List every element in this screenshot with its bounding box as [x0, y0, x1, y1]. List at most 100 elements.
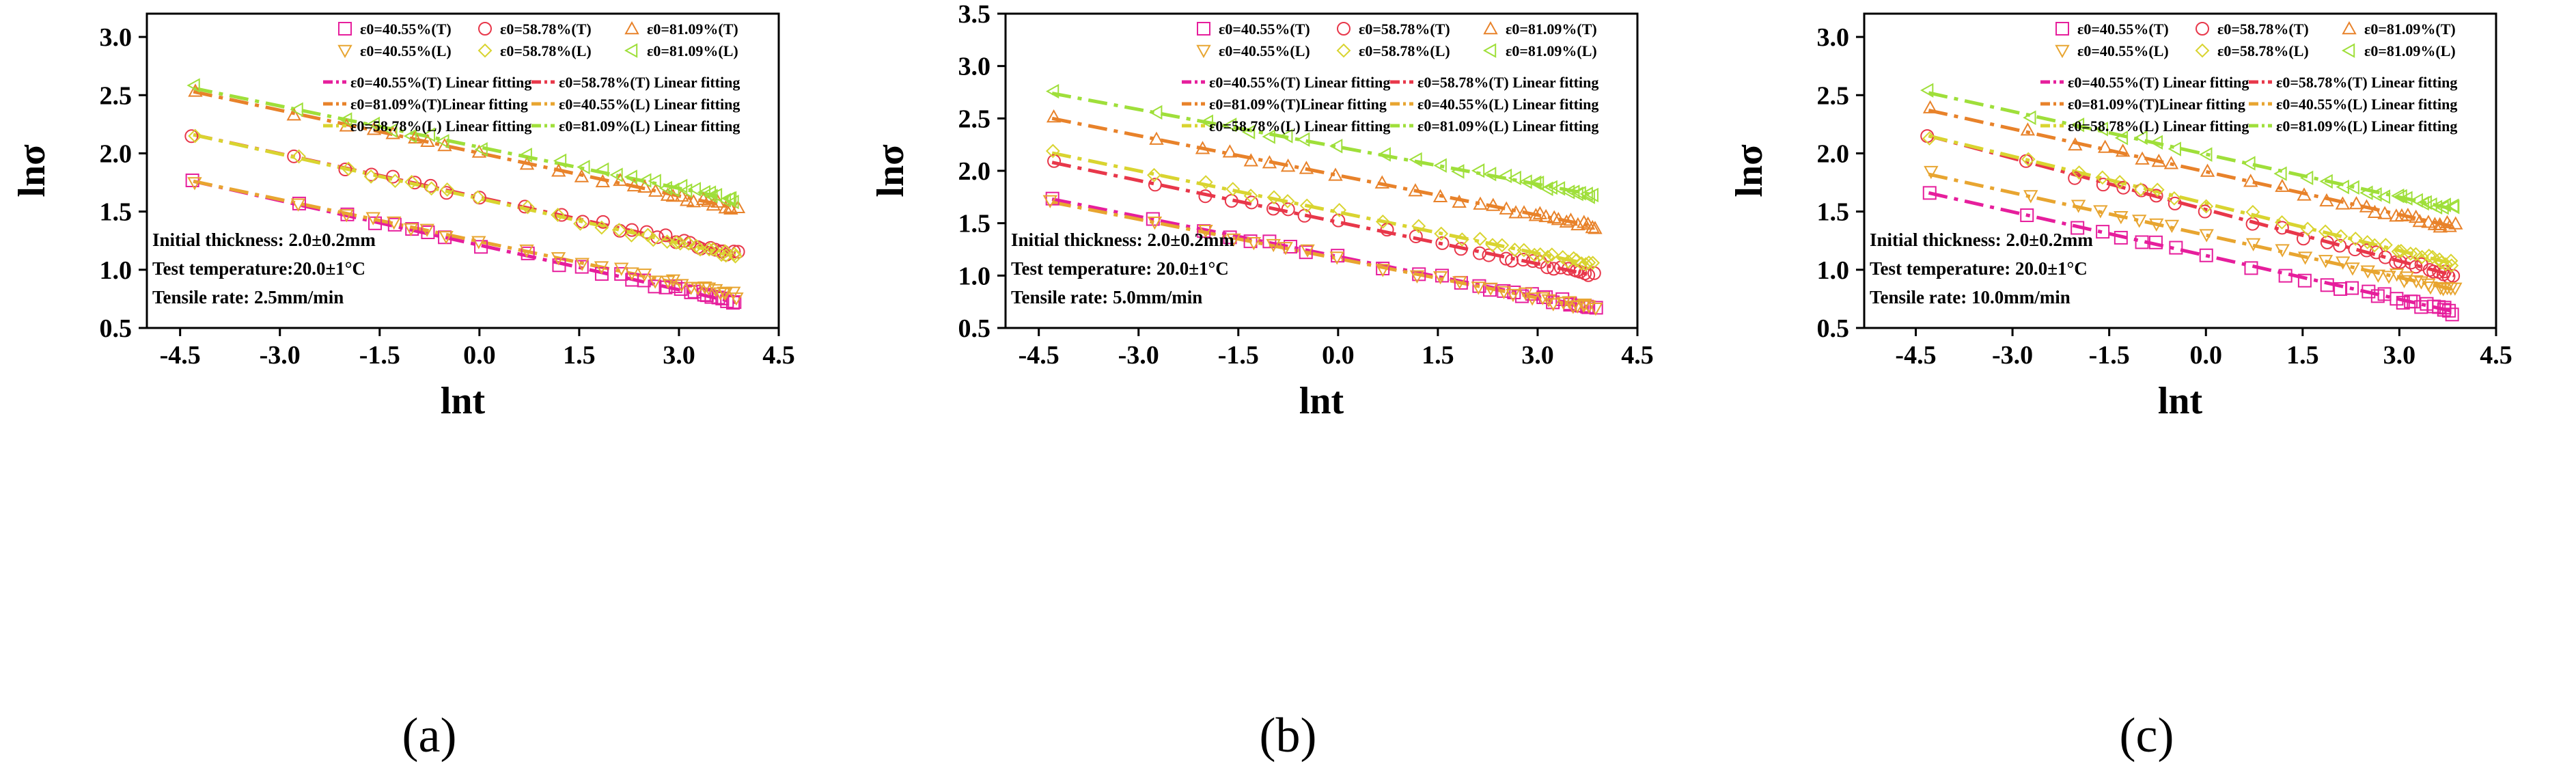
- y-tick-label: 2.0: [100, 139, 133, 168]
- data-point: [706, 242, 721, 257]
- annotation-line: Initial thickness: 2.0±0.2mm: [152, 230, 376, 250]
- plot-frame: [1863, 12, 2497, 329]
- data-point: [2096, 178, 2110, 192]
- data-point: [2163, 156, 2179, 169]
- data-point: [1579, 257, 1593, 272]
- legend-label: ε0=58.78%(T): [500, 20, 592, 38]
- data-point: [408, 176, 422, 190]
- x-tick-label: -1.5: [2089, 341, 2130, 370]
- data-point: [2345, 262, 2360, 276]
- legend-label: ε0=81.09%(L) Linear fitting: [1417, 118, 1598, 135]
- data-point: [2438, 257, 2453, 272]
- data-point: [292, 149, 307, 164]
- data-point: [2275, 178, 2290, 192]
- data-point: [727, 247, 742, 262]
- data-point: [1585, 187, 1599, 203]
- data-point: [613, 262, 629, 276]
- data-point: [185, 174, 199, 188]
- data-point: [1284, 239, 1298, 253]
- data-point: [2422, 248, 2437, 263]
- data-point: [1505, 253, 1519, 268]
- data-point: [404, 174, 419, 189]
- data-point: [1585, 219, 1600, 234]
- annotation-line: Initial thickness: 2.0±0.2mm: [1870, 230, 2093, 250]
- legend-label: ε0=58.78%(L): [2217, 42, 2309, 59]
- data-point: [2071, 221, 2085, 235]
- data-point: [2448, 282, 2463, 296]
- x-tick-label: -3.0: [1992, 341, 2033, 370]
- data-point: [1149, 131, 1164, 145]
- data-point: [594, 261, 609, 275]
- data-point: [477, 43, 493, 58]
- data-point: [439, 231, 454, 245]
- data-point: [706, 197, 721, 211]
- data-point: [1375, 215, 1390, 229]
- data-point: [2320, 278, 2334, 292]
- y-tick-label: 3.0: [958, 53, 991, 81]
- data-point: [1299, 161, 1314, 174]
- data-point: [2094, 122, 2108, 137]
- data-point: [2068, 137, 2083, 151]
- data-point: [577, 159, 590, 175]
- data-point: [1483, 167, 1497, 182]
- data-point: [1485, 238, 1500, 253]
- data-point: [609, 167, 623, 182]
- y-tick-label: 2.5: [958, 105, 991, 133]
- data-point: [2335, 196, 2351, 210]
- data-point: [1432, 189, 1448, 202]
- data-point: [1336, 43, 1351, 58]
- data-point: [624, 267, 639, 281]
- data-point: [2169, 241, 2183, 255]
- data-point: [421, 127, 435, 142]
- legend-label: ε0=58.78%(L): [500, 42, 592, 59]
- series-L81: [186, 78, 739, 210]
- data-point: [708, 284, 723, 298]
- data-point: [2318, 224, 2333, 239]
- data-point: [2394, 243, 2409, 258]
- data-point: [2198, 204, 2212, 219]
- data-point: [419, 223, 434, 237]
- x-axis-label: lnt: [2158, 380, 2203, 422]
- data-point: [1377, 147, 1391, 162]
- data-point: [1530, 175, 1545, 191]
- data-point: [725, 194, 739, 210]
- data-point: [596, 162, 609, 178]
- legend-label: ε0=81.09%(T)Linear fitting: [350, 96, 528, 113]
- data-point: [1561, 254, 1576, 269]
- data-point: [471, 236, 486, 249]
- data-point: [2200, 163, 2215, 177]
- data-point: [2055, 44, 2070, 59]
- y-tick-label: 0.5: [958, 314, 991, 343]
- data-point: [624, 169, 637, 184]
- data-point: [2443, 253, 2459, 269]
- legend-label: ε0=81.09%(T)Linear fitting: [1209, 96, 1387, 113]
- data-point: [611, 223, 626, 237]
- data-point: [2407, 294, 2421, 309]
- data-point: [2333, 238, 2347, 253]
- data-point: [1243, 234, 1258, 249]
- chart-b: -4.5 -3.0 -1.5 0.0 1.5 3.0 4.5 0.5 1.0 1.5 2.0 2.5 3…: [870, 0, 1654, 422]
- data-point: [1046, 109, 1062, 123]
- data-point: [624, 20, 639, 35]
- data-point: [728, 249, 743, 264]
- data-point: [366, 116, 380, 132]
- data-point: [2360, 265, 2375, 279]
- data-point: [573, 216, 587, 231]
- data-point: [2096, 225, 2110, 239]
- data-point: [1551, 181, 1566, 196]
- data-point: [1559, 214, 1575, 228]
- data-point: [2115, 143, 2131, 157]
- data-point: [1375, 264, 1391, 277]
- data-point: [339, 112, 352, 127]
- data-point: [1332, 203, 1347, 217]
- data-point: [337, 44, 352, 59]
- legend-label: ε0=58.78%(T) Linear fitting: [1417, 74, 1598, 91]
- x-tick-label: -3.0: [260, 341, 301, 370]
- legend-label: ε0=40.55%(L): [360, 42, 452, 59]
- data-point: [646, 232, 661, 247]
- data-point: [471, 144, 487, 158]
- data-point: [363, 169, 378, 184]
- data-point: [471, 190, 485, 205]
- data-point: [1047, 154, 1062, 168]
- series-L81: [1920, 83, 2460, 215]
